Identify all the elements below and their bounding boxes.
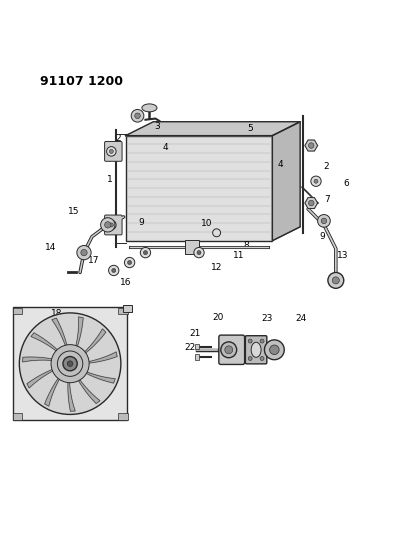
Ellipse shape — [142, 104, 157, 112]
Bar — [13, 308, 22, 314]
Bar — [13, 413, 22, 419]
Circle shape — [101, 217, 115, 232]
Polygon shape — [27, 367, 59, 388]
Polygon shape — [45, 373, 63, 406]
Circle shape — [125, 257, 135, 268]
Polygon shape — [305, 140, 318, 151]
Bar — [195, 354, 199, 360]
Polygon shape — [23, 357, 59, 362]
Circle shape — [194, 247, 204, 258]
Circle shape — [107, 220, 116, 230]
Circle shape — [107, 147, 116, 156]
Circle shape — [308, 143, 314, 148]
Text: 15: 15 — [68, 207, 80, 216]
Bar — [123, 305, 133, 312]
Text: 18: 18 — [51, 309, 63, 318]
Circle shape — [314, 179, 318, 183]
Circle shape — [221, 342, 237, 358]
Circle shape — [260, 339, 264, 343]
Circle shape — [328, 272, 344, 288]
Circle shape — [112, 269, 116, 272]
Circle shape — [140, 247, 150, 258]
Text: 11: 11 — [233, 251, 244, 260]
Bar — [126, 135, 272, 241]
Bar — [118, 413, 128, 419]
Polygon shape — [80, 369, 115, 383]
Circle shape — [248, 339, 252, 343]
Text: 20: 20 — [213, 313, 224, 322]
Polygon shape — [80, 329, 106, 357]
FancyBboxPatch shape — [219, 335, 245, 365]
Text: 9: 9 — [319, 232, 325, 241]
FancyBboxPatch shape — [105, 141, 122, 161]
Text: 2: 2 — [323, 162, 329, 171]
Circle shape — [197, 251, 201, 255]
Text: 91107 1200: 91107 1200 — [40, 75, 123, 88]
Text: 1: 1 — [107, 175, 113, 184]
Polygon shape — [305, 198, 318, 208]
Circle shape — [131, 109, 144, 122]
Bar — [14, 307, 127, 421]
Polygon shape — [74, 317, 83, 353]
Circle shape — [143, 251, 147, 255]
Circle shape — [67, 361, 73, 367]
FancyBboxPatch shape — [246, 336, 267, 364]
Circle shape — [128, 261, 132, 264]
Text: 10: 10 — [201, 219, 213, 228]
Circle shape — [248, 357, 252, 360]
Polygon shape — [75, 374, 100, 403]
Circle shape — [105, 222, 111, 228]
Text: 14: 14 — [45, 243, 56, 252]
Polygon shape — [52, 318, 68, 352]
Text: 23: 23 — [261, 314, 273, 324]
Bar — [195, 344, 199, 350]
Circle shape — [109, 149, 113, 154]
Circle shape — [213, 229, 220, 237]
Text: 8: 8 — [244, 241, 250, 250]
Circle shape — [77, 246, 91, 260]
Circle shape — [51, 345, 89, 383]
Polygon shape — [31, 333, 62, 356]
Text: 19: 19 — [58, 401, 69, 410]
Text: 3: 3 — [154, 122, 160, 131]
Text: 16: 16 — [120, 278, 131, 287]
Circle shape — [269, 345, 279, 354]
Polygon shape — [82, 352, 117, 364]
Circle shape — [81, 249, 87, 256]
Polygon shape — [68, 375, 75, 411]
Text: 5: 5 — [248, 124, 254, 133]
Text: 24: 24 — [296, 314, 307, 324]
Circle shape — [109, 265, 119, 276]
Text: 21: 21 — [189, 329, 201, 338]
Circle shape — [308, 200, 314, 206]
Circle shape — [332, 277, 339, 284]
Text: 6: 6 — [343, 179, 349, 188]
Text: 9: 9 — [139, 219, 144, 228]
Circle shape — [311, 176, 321, 187]
Circle shape — [318, 215, 330, 227]
Text: 2: 2 — [115, 134, 121, 143]
Circle shape — [109, 223, 113, 227]
Polygon shape — [126, 122, 300, 135]
Bar — [185, 239, 199, 254]
Text: 17: 17 — [88, 256, 100, 265]
Ellipse shape — [251, 342, 261, 357]
Text: 4: 4 — [162, 143, 168, 152]
Circle shape — [135, 113, 140, 118]
Text: 12: 12 — [211, 263, 222, 272]
Circle shape — [264, 340, 284, 360]
Circle shape — [260, 357, 264, 360]
Text: 7: 7 — [324, 196, 330, 204]
Polygon shape — [272, 122, 300, 241]
FancyBboxPatch shape — [105, 215, 122, 235]
Circle shape — [321, 218, 327, 224]
Circle shape — [63, 357, 77, 371]
Text: 13: 13 — [337, 251, 348, 260]
Text: 4: 4 — [277, 160, 283, 168]
Bar — [118, 308, 128, 314]
Circle shape — [225, 346, 233, 354]
Circle shape — [57, 351, 83, 376]
Circle shape — [20, 313, 121, 415]
Text: 22: 22 — [185, 343, 196, 352]
